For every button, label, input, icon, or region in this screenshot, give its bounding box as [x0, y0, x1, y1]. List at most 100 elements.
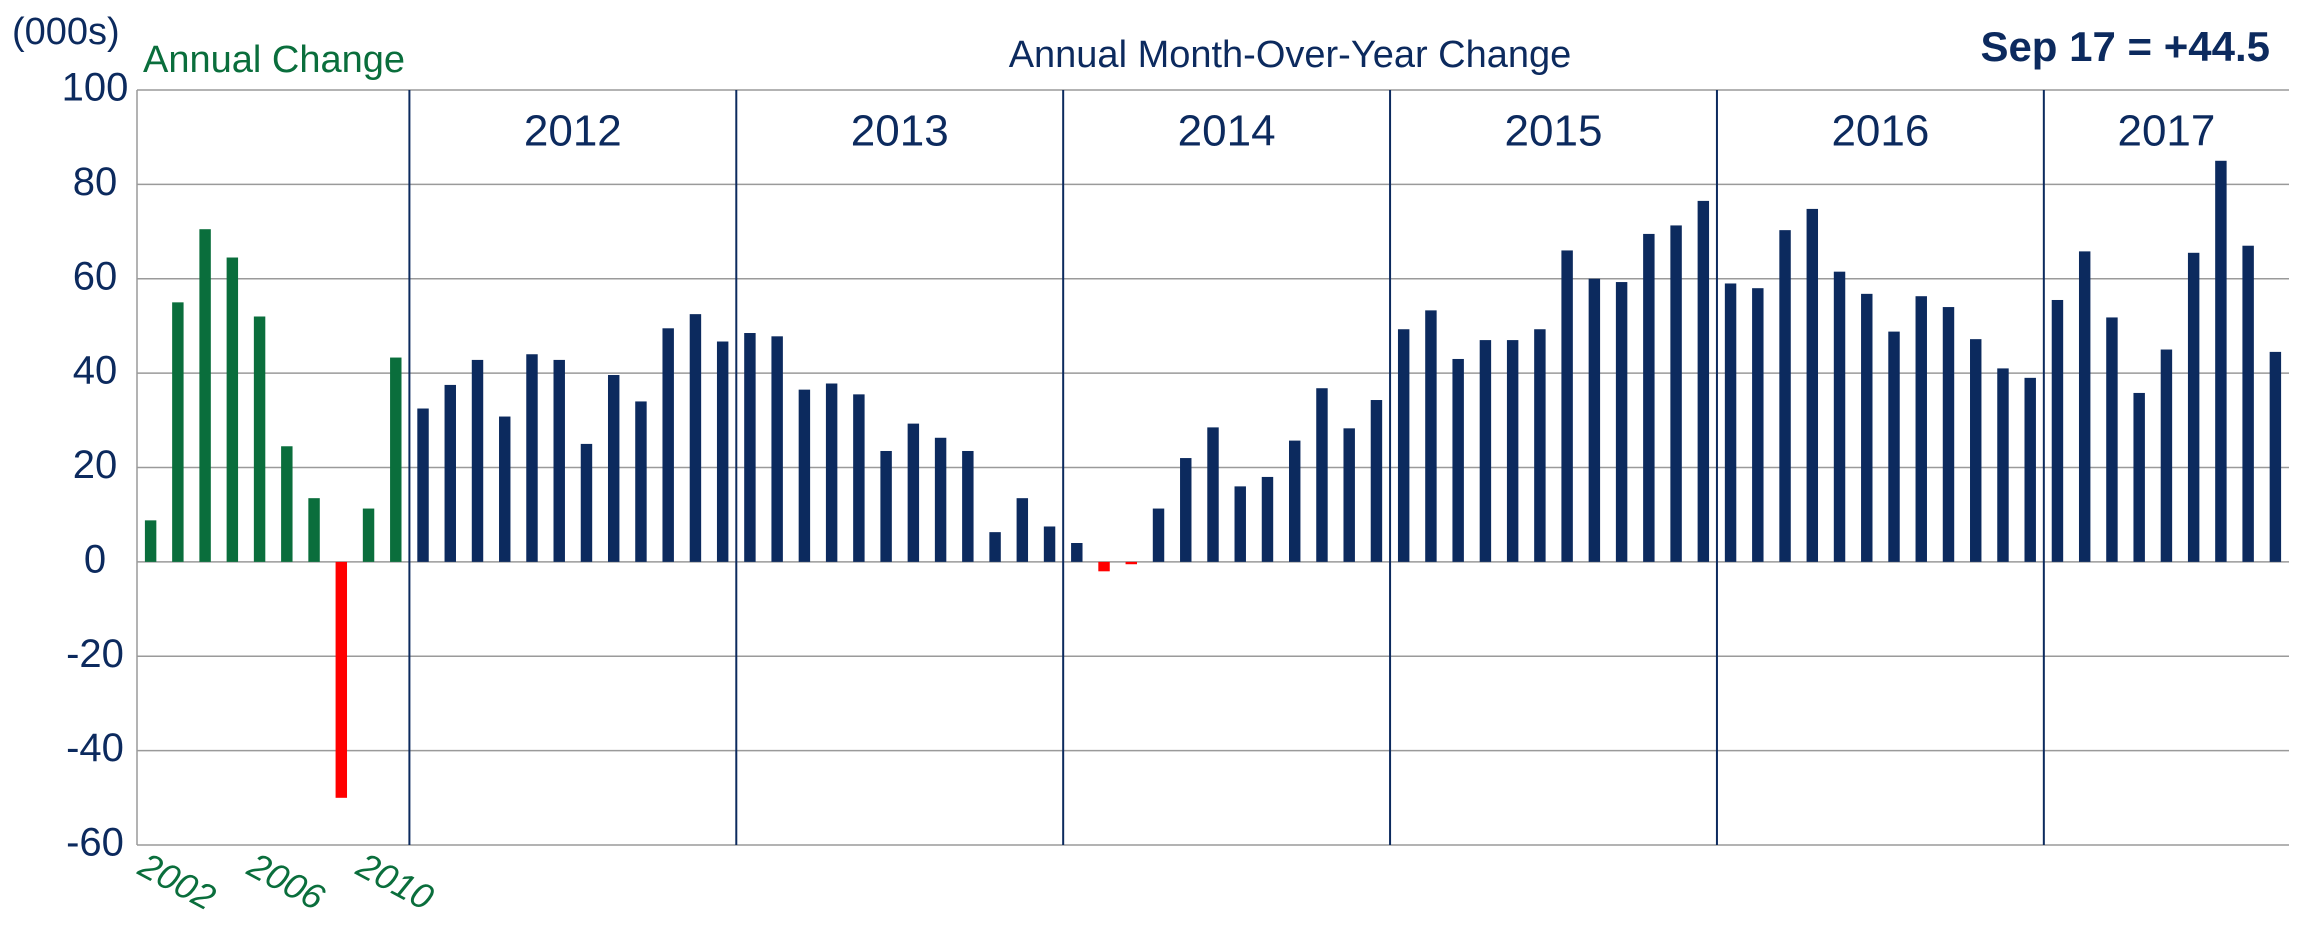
bar	[471, 359, 484, 562]
bar	[771, 336, 783, 562]
period-label: 2015	[1505, 107, 1603, 156]
bar	[1615, 282, 1628, 562]
bar	[2160, 349, 2173, 562]
bar	[1888, 331, 1900, 562]
legend-label: Annual Change	[143, 39, 405, 81]
period-label: 2017	[2117, 107, 2215, 156]
bar	[1697, 200, 1710, 562]
bar	[825, 383, 838, 562]
bar	[526, 354, 538, 562]
bar	[1289, 440, 1301, 562]
bar	[1724, 283, 1737, 562]
bar	[1588, 278, 1601, 562]
bar	[2078, 251, 2091, 562]
bar	[2187, 252, 2200, 562]
bar	[1452, 358, 1464, 562]
bar	[1152, 508, 1165, 562]
bar	[989, 532, 1001, 562]
y-tick-label: -20	[66, 632, 124, 676]
bar	[2269, 351, 2282, 562]
bar	[390, 357, 402, 562]
y-tick-label: -40	[66, 726, 124, 770]
y-tick-label: 20	[73, 443, 118, 487]
bar	[1861, 293, 1873, 562]
bar	[962, 450, 974, 562]
bar	[553, 359, 565, 562]
bar	[1997, 368, 2009, 562]
chart-title: Annual Month-Over-Year Change	[1009, 34, 1572, 76]
y-axis-label: (000s)	[12, 11, 120, 53]
y-tick-label: 60	[73, 254, 118, 298]
bar	[2215, 160, 2227, 562]
bar	[1316, 388, 1328, 562]
bar	[2024, 377, 2036, 562]
y-tick-label: -60	[66, 821, 124, 865]
bar	[499, 416, 511, 562]
bar	[744, 333, 756, 562]
bar	[226, 257, 239, 562]
y-tick-label: 80	[73, 160, 118, 204]
bar	[2133, 392, 2145, 562]
y-tick-label: 0	[84, 537, 106, 581]
period-label: 2012	[524, 107, 622, 156]
bar	[716, 341, 729, 562]
bar	[853, 394, 865, 562]
bar	[1098, 561, 1110, 572]
bar	[1752, 288, 1764, 562]
bar	[1806, 208, 1819, 562]
bar	[308, 498, 320, 562]
bar	[417, 408, 429, 562]
bar	[1207, 427, 1219, 562]
period-label: 2016	[1831, 107, 1929, 156]
bar	[880, 450, 892, 562]
bar	[199, 229, 211, 562]
x-tick-label: 2002	[132, 844, 223, 918]
bar	[1534, 329, 1546, 562]
bar	[662, 328, 674, 562]
bar	[1016, 498, 1029, 562]
bar	[1125, 561, 1137, 565]
bar	[2106, 317, 2118, 562]
bar	[1261, 476, 1274, 562]
bar	[1370, 400, 1383, 562]
bar	[362, 508, 375, 562]
period-label: 2013	[851, 107, 949, 156]
bar	[798, 389, 811, 562]
annotation: Sep 17 = +44.5	[1980, 23, 2270, 70]
bar	[1071, 543, 1083, 562]
bar	[172, 302, 184, 562]
bar	[335, 561, 348, 798]
bar	[1506, 340, 1519, 562]
bar	[281, 446, 293, 562]
bar	[1942, 307, 1955, 562]
bar	[907, 423, 920, 562]
x-tick-label: 2006	[240, 844, 332, 919]
y-tick-label: 100	[62, 66, 129, 110]
bar	[1970, 339, 1982, 562]
bar	[1425, 310, 1437, 562]
bar	[253, 316, 266, 562]
bar	[635, 401, 647, 562]
bar	[689, 314, 702, 562]
bar	[2242, 245, 2254, 562]
bar	[1343, 428, 1355, 562]
bar	[1397, 329, 1410, 562]
bar	[1833, 271, 1846, 562]
bar	[1915, 296, 1927, 562]
y-tick-label: 40	[73, 349, 118, 393]
bar	[2051, 299, 2064, 562]
bar	[934, 437, 947, 562]
bar	[1234, 486, 1246, 562]
bar	[1643, 233, 1655, 562]
bar	[580, 443, 593, 562]
x-tick-label: 2010	[349, 844, 440, 918]
bar	[607, 375, 620, 562]
bar	[1779, 230, 1791, 562]
bar	[1043, 526, 1056, 562]
bar	[444, 384, 456, 562]
bar	[1561, 250, 1573, 562]
period-label: 2014	[1178, 107, 1276, 156]
bar	[1479, 340, 1492, 562]
